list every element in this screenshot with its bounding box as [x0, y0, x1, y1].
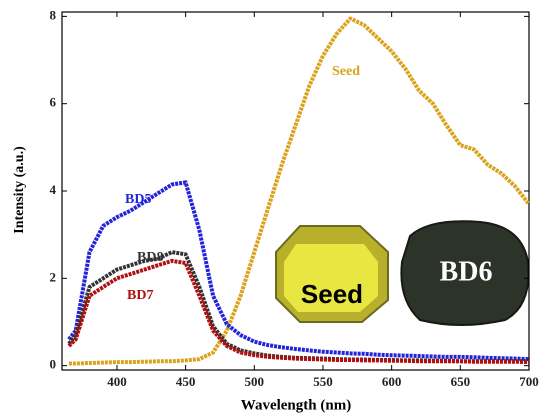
x-tick-label: 650 — [451, 374, 471, 389]
y-tick-label: 8 — [50, 7, 57, 22]
series-label: BD5 — [125, 192, 151, 207]
chart: Seed BD6 Intensity (a.u.) Wavelength (nm… — [0, 0, 542, 418]
crystal-photos: Seed BD6 — [276, 221, 529, 325]
x-tick-label: 500 — [245, 374, 265, 389]
series-label: Seed — [332, 64, 360, 79]
x-tick-label: 600 — [382, 374, 402, 389]
x-tick-label: 450 — [176, 374, 196, 389]
series-label: BD7 — [127, 288, 153, 303]
x-tick-label: 550 — [313, 374, 333, 389]
y-tick-label: 2 — [50, 269, 57, 284]
page: {"chart_data": {"type": "line", "x_label… — [0, 0, 542, 418]
y-axis-label: Intensity (a.u.) — [12, 146, 27, 234]
x-tick-label: 700 — [519, 374, 539, 389]
image-label: BD6 — [440, 256, 493, 287]
y-tick-label: 4 — [50, 182, 57, 197]
y-tick-label: 0 — [50, 357, 57, 372]
y-tick-label: 6 — [50, 95, 57, 110]
x-tick-label: 400 — [107, 374, 127, 389]
image-label: Seed — [301, 279, 363, 309]
x-axis-label: Wavelength (nm) — [241, 397, 351, 413]
